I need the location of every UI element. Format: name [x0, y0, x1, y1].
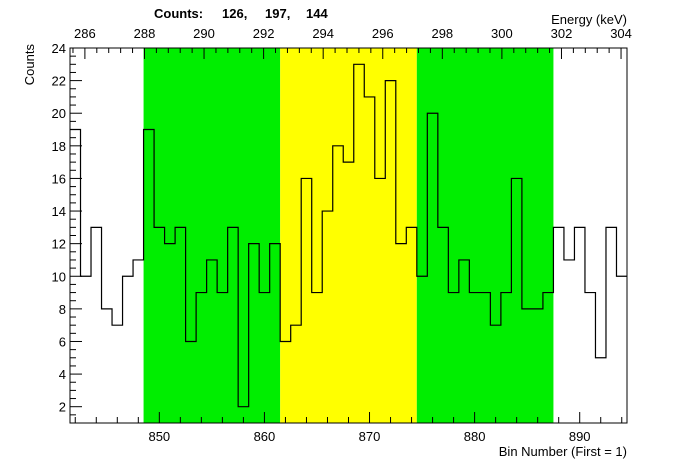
counts-header-value-2: 197,	[265, 6, 290, 21]
x2-tick-label: 290	[193, 26, 215, 41]
region-bands	[143, 48, 554, 423]
counts-header-label: Counts:	[154, 6, 203, 21]
y-tick-label: 24	[52, 41, 66, 56]
region-peak	[280, 48, 417, 423]
counts-header-value-1: 126,	[222, 6, 247, 21]
y-tick-label: 2	[59, 400, 66, 415]
y-tick-label: 20	[52, 106, 66, 121]
y-tick-label: 22	[52, 74, 66, 89]
x2-tick-label: 288	[134, 26, 156, 41]
x-tick-label: 850	[148, 429, 170, 444]
x2-tick-label: 292	[253, 26, 275, 41]
histogram-series	[70, 63, 627, 408]
y-tick-label: 8	[59, 302, 66, 317]
x-tick-label: 870	[359, 429, 381, 444]
region-left-background	[143, 48, 281, 423]
x2-tick-label: 298	[431, 26, 453, 41]
x2-tick-label: 304	[610, 26, 632, 41]
y-tick-label: 14	[52, 204, 66, 219]
x-tick-label: 860	[254, 429, 276, 444]
counts-header-value-3: 144	[306, 6, 328, 21]
y-tick-label: 6	[59, 334, 66, 349]
x2-tick-label: 286	[74, 26, 96, 41]
x2-tick-label: 300	[491, 26, 513, 41]
x-tick-label: 890	[569, 429, 591, 444]
y-tick-label: 10	[52, 269, 66, 284]
x-tick-label: 880	[464, 429, 486, 444]
y-tick-label: 12	[52, 237, 66, 252]
x-axis-title: Bin Number (First = 1)	[499, 444, 627, 459]
x2-axis-title: Energy (keV)	[551, 12, 627, 27]
y-tick-label: 16	[52, 171, 66, 186]
x2-tick-label: 296	[372, 26, 394, 41]
region-right-background	[416, 48, 554, 423]
x2-tick-label: 294	[312, 26, 334, 41]
histogram-line	[70, 63, 627, 408]
axis-ticks	[70, 47, 623, 424]
y-tick-label: 4	[59, 367, 66, 382]
x2-tick-label: 302	[551, 26, 573, 41]
y-tick-label: 18	[52, 139, 66, 154]
y-axis-title: Counts	[22, 44, 37, 86]
